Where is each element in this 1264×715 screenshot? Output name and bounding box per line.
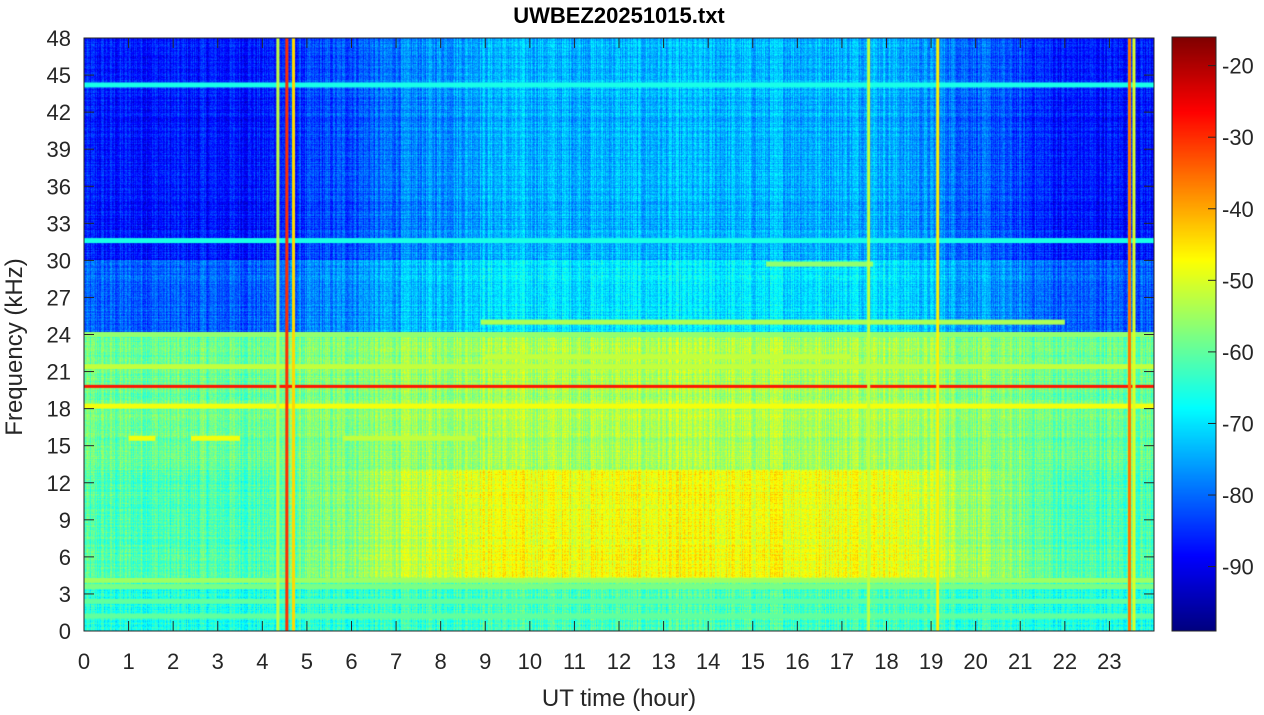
x-tick-label: 0 [78, 649, 90, 674]
y-tick-label: 21 [47, 360, 71, 385]
x-axis-ticks: 0 1 2 3 4 5 6 7 8 9 10 11 12 13 14 15 16 17 18 19 20 21 22 23 [78, 38, 1122, 674]
colorbar-gradient [1172, 37, 1216, 631]
spectrogram-heatmap [84, 38, 1154, 631]
x-tick-label: 20 [963, 649, 987, 674]
colorbar-tick-label: -40 [1222, 197, 1254, 222]
colorbar-ticks: -20 -30 -40 -50 -60 -70 -80 -90 [1208, 54, 1254, 580]
y-tick-label: 39 [47, 137, 71, 162]
x-tick-label: 4 [256, 649, 268, 674]
x-tick-label: 21 [1008, 649, 1032, 674]
colorbar-tick-label: -70 [1222, 411, 1254, 436]
x-tick-label: 9 [479, 649, 491, 674]
y-tick-label: 30 [47, 248, 71, 273]
x-axis-label: UT time (hour) [542, 685, 696, 712]
x-tick-label: 3 [212, 649, 224, 674]
y-tick-label: 12 [47, 471, 71, 496]
x-tick-label: 8 [435, 649, 447, 674]
y-tick-label: 42 [47, 100, 71, 125]
x-tick-label: 5 [301, 649, 313, 674]
y-tick-label: 3 [59, 582, 71, 607]
x-tick-label: 11 [563, 649, 586, 674]
x-tick-label: 23 [1097, 649, 1121, 674]
x-tick-label: 17 [830, 649, 854, 674]
colorbar-tick-label: -20 [1222, 54, 1254, 79]
plot-border [83, 37, 1155, 632]
y-tick-label: 6 [59, 545, 71, 570]
x-tick-label: 6 [345, 649, 357, 674]
y-tick-label: 24 [47, 323, 71, 348]
x-tick-label: 16 [785, 649, 809, 674]
colorbar-tick-label: -50 [1222, 268, 1254, 293]
x-tick-label: 2 [167, 649, 179, 674]
colorbar-tick-label: -30 [1222, 125, 1254, 150]
x-tick-label: 22 [1053, 649, 1077, 674]
y-tick-label: 48 [47, 26, 71, 51]
y-tick-label: 18 [47, 397, 71, 422]
y-axis-label: Frequency (kHz) [1, 258, 28, 435]
colorbar-tick-label: -60 [1222, 340, 1254, 365]
y-tick-label: 27 [47, 285, 71, 310]
x-tick-label: 19 [919, 649, 943, 674]
x-tick-label: 10 [518, 649, 542, 674]
x-tick-label: 15 [741, 649, 765, 674]
colorbar-border [1171, 36, 1217, 632]
x-tick-label: 14 [696, 649, 720, 674]
chart-title: UWBEZ20251015.txt [513, 3, 725, 28]
y-tick-label: 45 [47, 63, 71, 88]
axes-frame [83, 36, 1217, 632]
x-tick-label: 13 [651, 649, 675, 674]
y-tick-label: 15 [47, 434, 71, 459]
y-tick-label: 9 [59, 508, 71, 533]
colorbar-tick-label: -90 [1222, 555, 1254, 580]
colorbar-tick-label: -80 [1222, 483, 1254, 508]
x-tick-label: 7 [390, 649, 402, 674]
y-tick-label: 36 [47, 174, 71, 199]
x-tick-label: 1 [122, 649, 134, 674]
x-tick-label: 12 [607, 649, 631, 674]
y-tick-label: 0 [59, 619, 71, 644]
x-tick-label: 18 [874, 649, 898, 674]
y-tick-label: 33 [47, 211, 71, 236]
